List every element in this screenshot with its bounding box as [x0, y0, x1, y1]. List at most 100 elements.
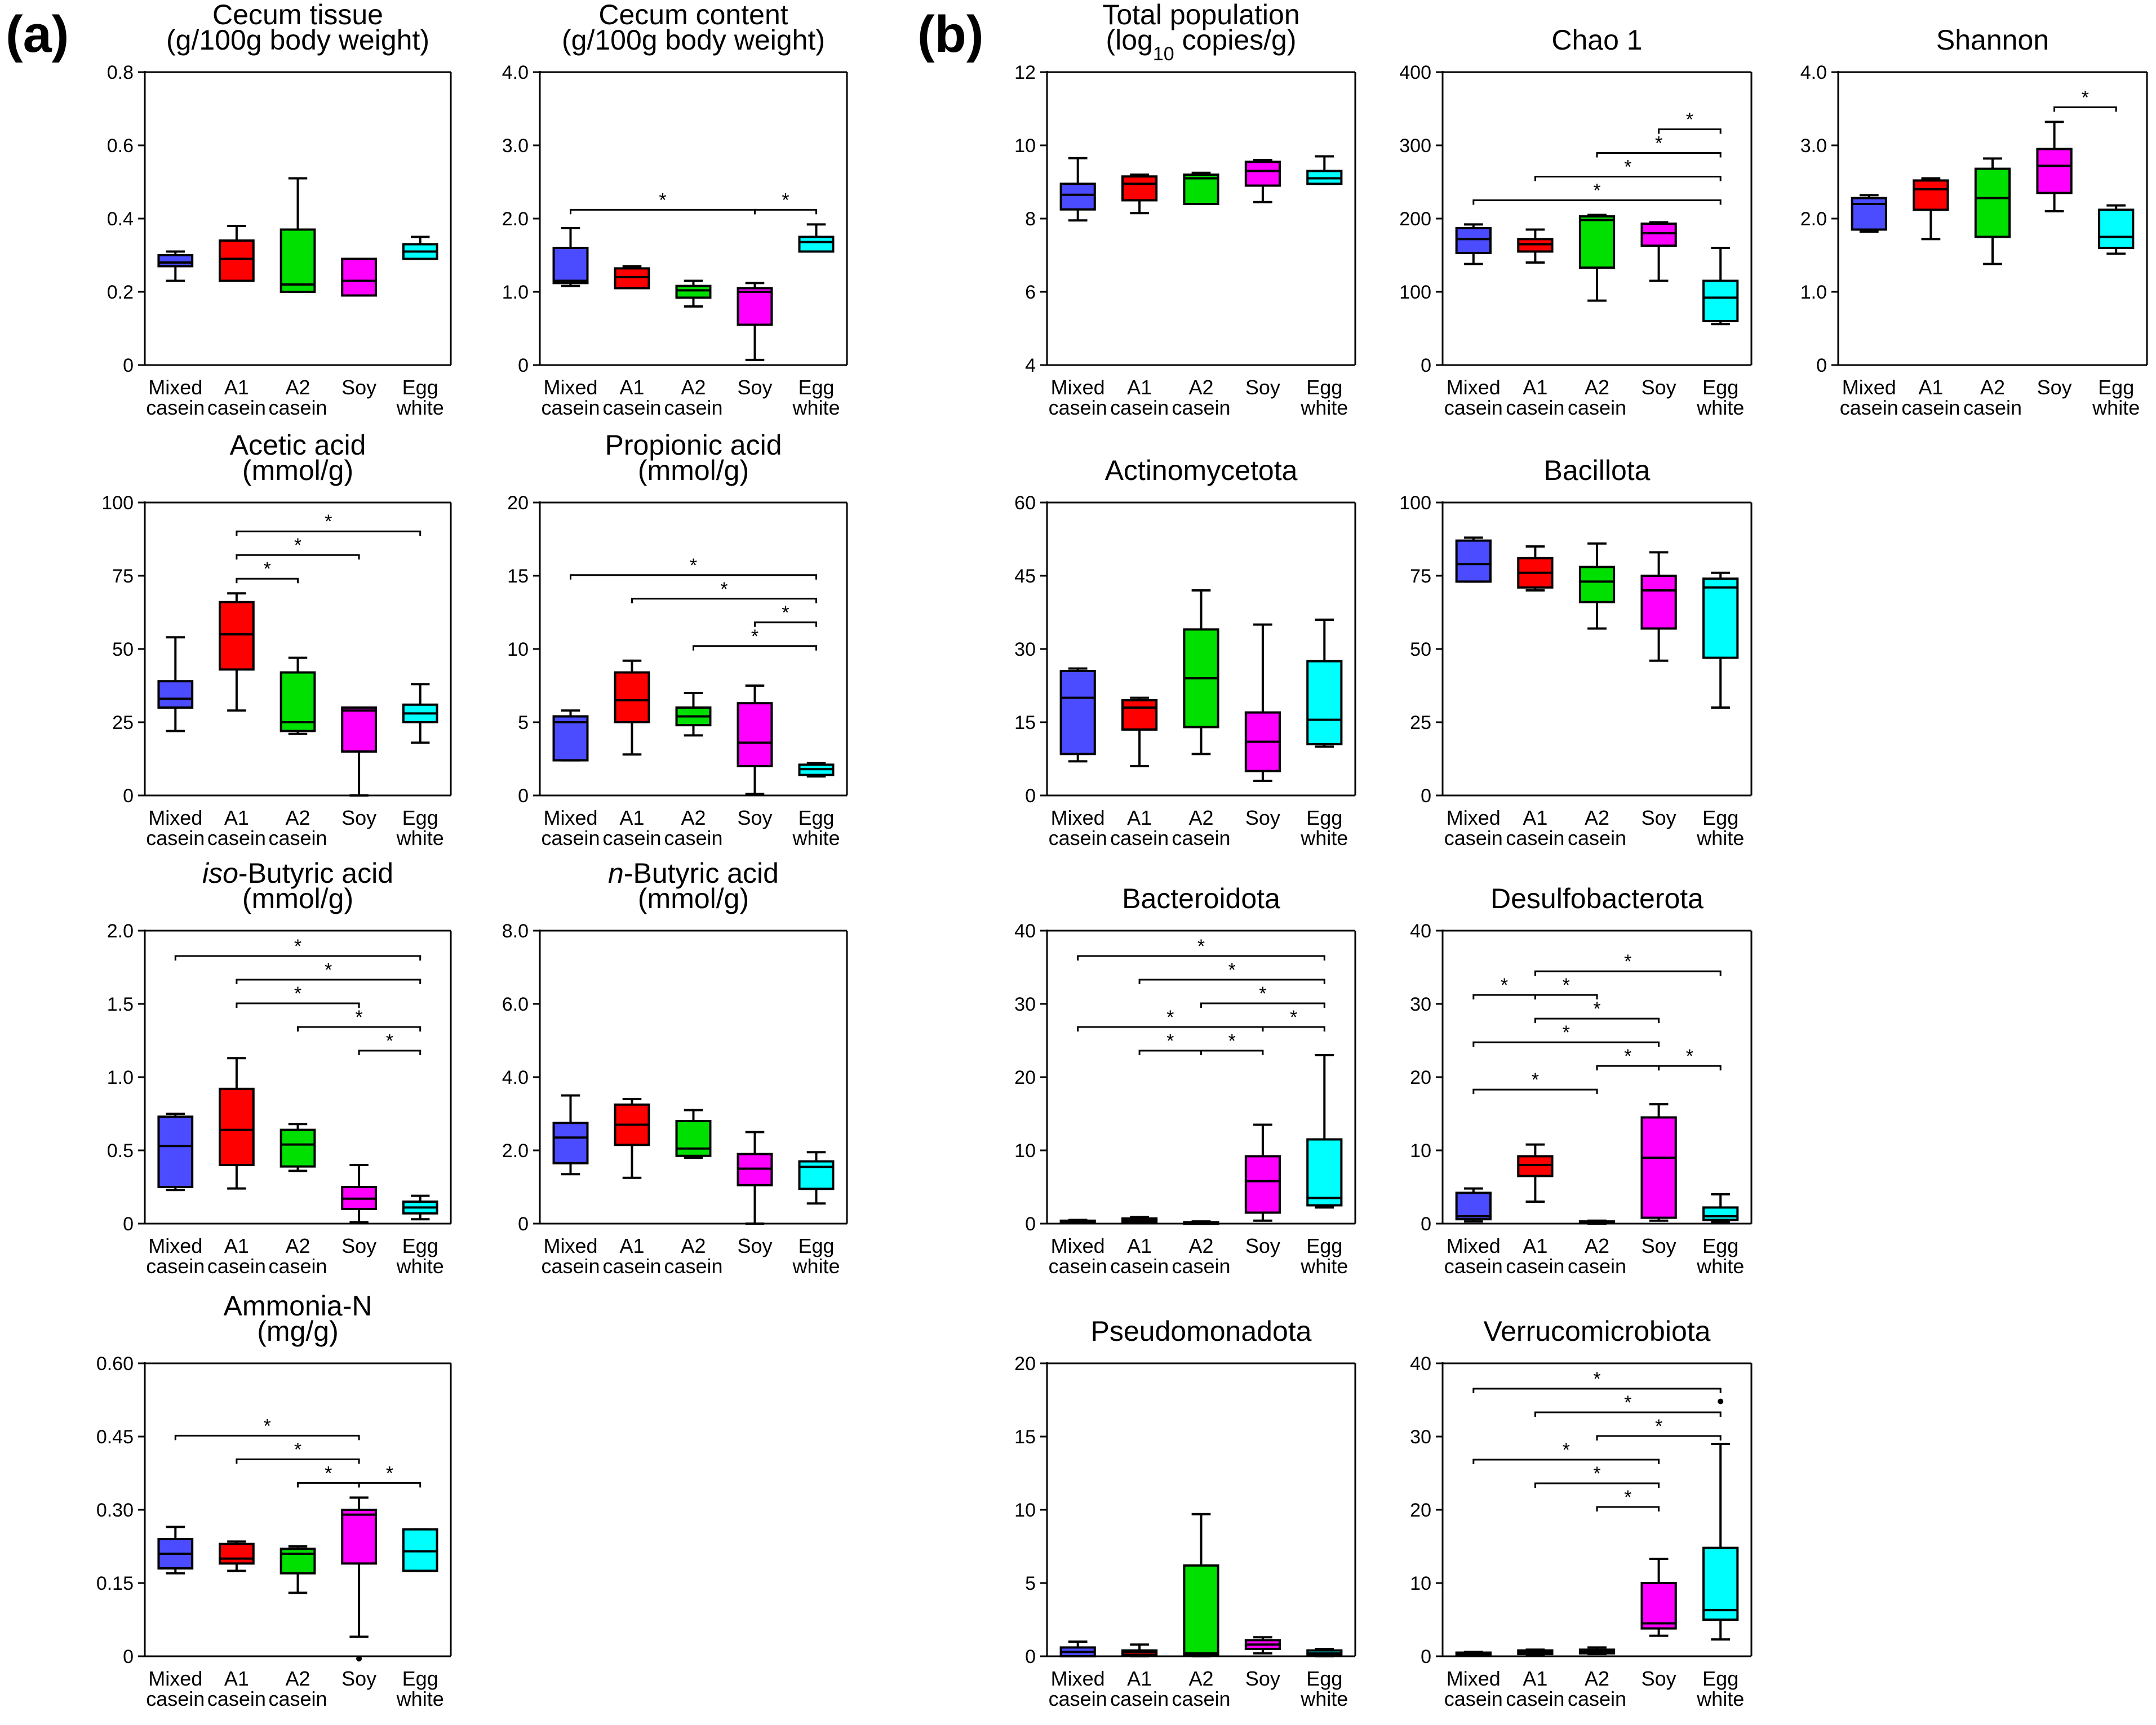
chart-title: Cecum tissue [212, 0, 383, 30]
y-tick-label: 3.0 [502, 135, 529, 157]
significance-bracket [754, 621, 817, 627]
x-category-label: white [1300, 1255, 1348, 1278]
x-category-label: Soy [1642, 806, 1676, 829]
significance-star: * [1259, 983, 1266, 1004]
x-category-label: white [1300, 826, 1348, 850]
title-rest: -Butyric acid [238, 857, 393, 889]
y-tick-label: 30 [1410, 994, 1431, 1015]
significance-bracket [358, 1050, 422, 1055]
significance-star: * [1624, 1392, 1631, 1413]
box-group-2 [1517, 545, 1554, 592]
x-category-label: Soy [737, 1234, 772, 1257]
y-tick-label: 30 [1014, 639, 1036, 660]
box-group-5 [2098, 204, 2135, 255]
x-category-label: casein [1963, 396, 2022, 419]
significance-bracket [174, 1434, 360, 1441]
y-tick-label: 25 [112, 712, 134, 733]
box-group-4 [341, 1164, 377, 1224]
significance-star: * [294, 983, 301, 1004]
box-group-5 [1306, 1054, 1343, 1209]
x-category-label: casein [1172, 826, 1230, 850]
x-category-label: Soy [2037, 376, 2072, 399]
significance-star: * [1166, 1030, 1174, 1052]
box-iqr [552, 715, 589, 762]
significance-star: * [1624, 157, 1631, 178]
y-tick-label: 0.5 [107, 1140, 134, 1162]
x-category-label: white [1696, 826, 1744, 850]
box-iqr [1640, 575, 1677, 630]
box-group-1 [1455, 1651, 1492, 1657]
x-category-label: A1 [1127, 806, 1152, 829]
y-tick-label: 1.0 [107, 1067, 134, 1088]
title-part: copies/g) [1174, 24, 1297, 56]
x-category-label: Egg [1702, 806, 1738, 829]
significance-star: * [1686, 109, 1693, 131]
chart-title: Cecum content [598, 0, 788, 30]
box-group-1 [157, 250, 194, 282]
x-category-label: casein [1110, 826, 1169, 850]
chart-title: (mmol/g) [638, 883, 749, 914]
y-tick-label: 8 [1025, 208, 1036, 230]
box-iqr [1183, 174, 1219, 205]
significance-star: * [1624, 1487, 1631, 1508]
y-tick-label: 20 [1410, 1500, 1431, 1521]
x-category-label: casein [541, 826, 600, 850]
significance-bracket [631, 598, 817, 603]
x-category-label: A2 [1188, 1667, 1213, 1690]
x-category-label: casein [207, 1687, 266, 1710]
box-group-4 [737, 684, 773, 795]
significance-star: * [1563, 1022, 1570, 1043]
box-group-4 [1244, 1123, 1281, 1222]
y-tick-label: 15 [1014, 1426, 1036, 1448]
chart-bacillota: Bacillota0255075100MixedcaseinA1caseinA2… [1399, 455, 1753, 850]
x-category-label: casein [664, 1255, 722, 1278]
box-group-2 [614, 1098, 650, 1179]
outlier-point [1718, 1398, 1724, 1404]
x-category-label: casein [1901, 396, 1960, 419]
box-group-5 [402, 1194, 438, 1221]
significance-star: * [294, 535, 301, 556]
significance-bracket [1472, 1388, 1722, 1393]
x-category-label: Soy [1642, 376, 1676, 399]
y-tick-label: 0 [1421, 1646, 1431, 1668]
outlier-point [356, 1656, 362, 1662]
box-iqr [402, 1528, 438, 1572]
x-category-label: casein [146, 1255, 205, 1278]
x-category-label: casein [1444, 826, 1503, 850]
significance-star: * [1532, 1069, 1539, 1091]
chart-title: (g/100g body weight) [166, 24, 429, 56]
title-italic: n [608, 857, 624, 889]
y-tick-label: 45 [1014, 566, 1036, 587]
y-tick-label: 2.0 [502, 208, 529, 230]
y-tick-label: 0 [1816, 355, 1827, 376]
y-tick-label: 0 [1421, 785, 1431, 807]
significance-star: * [1228, 959, 1236, 981]
box-group-2 [1121, 1216, 1158, 1224]
chart-cecum-tissue: Cecum tissue(g/100g body weight) 0 0.2 0.4 0… [107, 0, 452, 419]
y-tick-label: 0 [1025, 785, 1036, 807]
title-italic: iso [202, 857, 238, 889]
significance-star: * [2082, 87, 2089, 108]
x-category-label: A1 [619, 376, 644, 399]
significance-star: * [1501, 975, 1508, 996]
significance-bracket [693, 645, 817, 651]
significance-star: * [1166, 1007, 1174, 1028]
y-tick-label: 6 [1025, 282, 1036, 303]
box-group-5 [402, 1528, 438, 1572]
significance-star: * [1290, 1007, 1297, 1028]
box-iqr [614, 671, 650, 723]
box-group-4 [1640, 1103, 1677, 1222]
box-iqr [1640, 1116, 1677, 1219]
box-group-1 [552, 709, 589, 762]
box-group-3 [280, 1545, 316, 1594]
box-iqr [1640, 1582, 1677, 1630]
chart-iso-butyric-acid: iso-Butyric acid(mmol/g) 0 0.5 1.0 1.5 2.0 Mix… [107, 857, 452, 1278]
x-category-label: Soy [341, 1234, 376, 1257]
x-category-label: white [1300, 1687, 1348, 1710]
chart-n-butyric-acid: n-Butyric acid(mmol/g) 0 2.0 4.0 6.0 8.0 Mixed… [502, 857, 848, 1278]
box-iqr [1121, 699, 1158, 731]
x-category-label: Mixed [148, 1234, 202, 1257]
box-group-3 [675, 279, 712, 308]
significance-star: * [782, 189, 789, 211]
box-group-5 [1702, 247, 1739, 326]
